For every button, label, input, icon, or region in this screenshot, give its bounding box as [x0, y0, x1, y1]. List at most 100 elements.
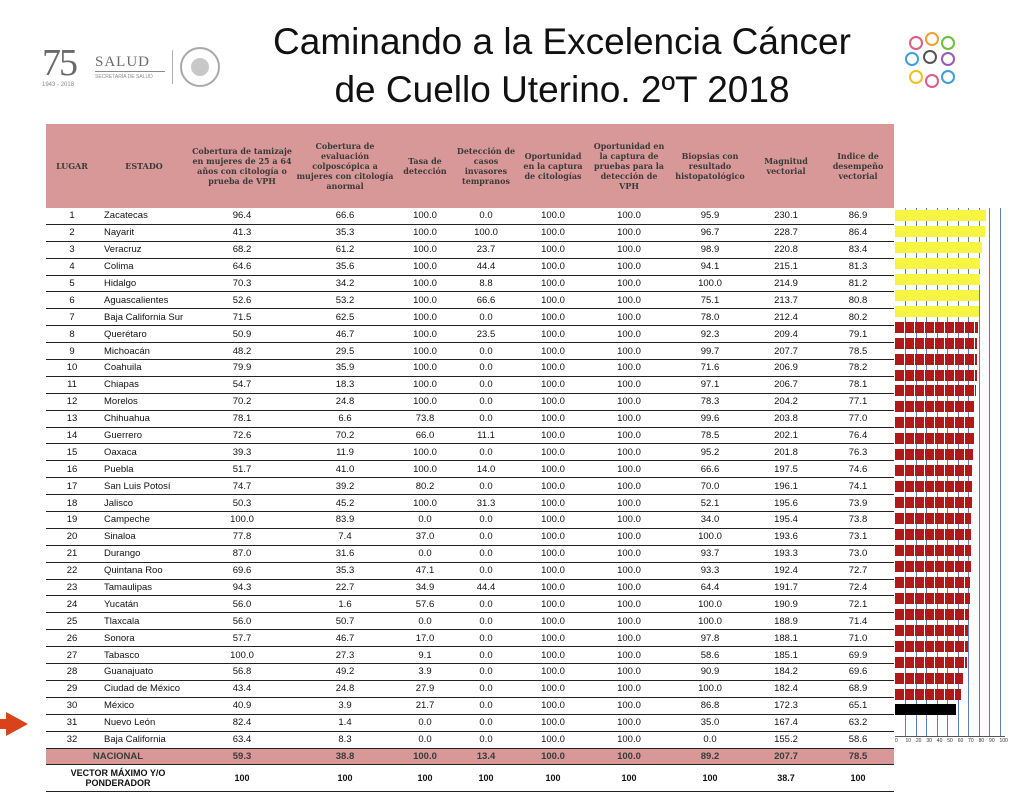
- table-cell: 81.2: [822, 275, 894, 293]
- state-name: San Luis Potosí: [98, 477, 190, 496]
- table-cell: 41.0: [294, 460, 396, 479]
- state-name: Morelos: [98, 393, 190, 411]
- table-cell: 72.7: [822, 562, 894, 580]
- index-bar: [895, 257, 980, 269]
- table-cell: 182.4: [750, 680, 822, 698]
- table-cell: 100.0: [518, 697, 588, 715]
- table-cell: 66.6: [294, 208, 396, 225]
- table-cell: 100.0: [518, 393, 588, 411]
- table-cell: 100.0: [518, 291, 588, 310]
- table-row: 22 Quintana Roo 69.6 35.3 47.1 0.0 100.0 100.0 9…: [46, 562, 894, 580]
- table-cell: 34.9: [396, 579, 454, 597]
- rank-cell: 14: [46, 427, 98, 445]
- table-cell: 100.0: [588, 528, 670, 546]
- table-cell: 100.0: [396, 342, 454, 361]
- table-cell: 86.8: [670, 697, 750, 715]
- table-cell: 1.4: [294, 714, 396, 732]
- table-cell: 93.7: [670, 545, 750, 563]
- table-cell: 190.9: [750, 595, 822, 614]
- table-row: 17 San Luis Potosí 74.7 39.2 80.2 0.0 100.0 100…: [46, 477, 894, 496]
- table-cell: 207.7: [750, 748, 822, 765]
- table-cell: 52.1: [670, 494, 750, 513]
- table-cell: 0.0: [454, 680, 518, 698]
- table-cell: 27.3: [294, 646, 396, 665]
- bar-gridline: [989, 208, 991, 736]
- table-cell: 100.0: [518, 359, 588, 377]
- table-cell: 68.2: [190, 241, 294, 259]
- table-cell: 73.1: [822, 528, 894, 546]
- table-cell: 74.1: [822, 477, 894, 496]
- table-cell: 35.3: [294, 562, 396, 580]
- table-cell: 100.0: [396, 325, 454, 344]
- table-cell: 70.3: [190, 275, 294, 293]
- nacional-label: NACIONAL: [46, 748, 190, 765]
- table-cell: 11.9: [294, 443, 396, 462]
- table-cell: 100.0: [588, 680, 670, 698]
- rank-cell: 4: [46, 258, 98, 276]
- table-cell: 80.8: [822, 291, 894, 310]
- table-cell: 184.2: [750, 663, 822, 681]
- rank-cell: 23: [46, 579, 98, 597]
- table-cell: 77.0: [822, 410, 894, 428]
- table-cell: 0.0: [454, 545, 518, 563]
- index-bar: [895, 608, 970, 620]
- table-cell: 100.0: [190, 646, 294, 665]
- salud-logo-subtext: SECRETARÍA DE SALUD: [95, 74, 153, 80]
- table-cell: 35.0: [670, 714, 750, 732]
- table-row: 1 Zacatecas 96.4 66.6 100.0 0.0 100.0 100.0 95.9…: [46, 208, 894, 225]
- table-row: 28 Guanajuato 56.8 49.2 3.9 0.0 100.0 100.0 90.9…: [46, 663, 894, 681]
- table-row: 21 Durango 87.0 31.6 0.0 0.0 100.0 100.0 93.7 193…: [46, 545, 894, 563]
- table-cell: 100.0: [518, 714, 588, 732]
- table-cell: 56.0: [190, 612, 294, 631]
- table-row: 19 Campeche 100.0 83.9 0.0 0.0 100.0 100.0 34.0 1…: [46, 511, 894, 529]
- table-cell: 6.6: [294, 410, 396, 428]
- table-row: 13 Chihuahua 78.1 6.6 73.8 0.0 100.0 100.0 99.6 2…: [46, 410, 894, 428]
- table-cell: 44.4: [454, 258, 518, 276]
- table-cell: 73.8: [396, 410, 454, 428]
- table-cell: 40.9: [190, 697, 294, 715]
- title-line-1: Caminando a la Excelencia Cáncer: [273, 21, 851, 62]
- vector-label: VECTOR MÁXIMO Y/O PONDERADOR: [46, 764, 190, 792]
- axis-tick-label: 40: [936, 738, 943, 744]
- table-cell: 24.8: [294, 393, 396, 411]
- bar-gridline: [978, 208, 980, 736]
- rank-cell: 18: [46, 494, 98, 513]
- table-cell: 22.7: [294, 579, 396, 597]
- table-cell: 0.0: [454, 646, 518, 665]
- table-cell: 78.1: [190, 410, 294, 428]
- table-cell: 0.0: [396, 612, 454, 631]
- rank-cell: 22: [46, 562, 98, 580]
- table-cell: 92.3: [670, 325, 750, 344]
- table-cell: 100.0: [518, 511, 588, 529]
- table-cell: 0.0: [454, 731, 518, 749]
- table-cell: 0.0: [454, 714, 518, 732]
- table-cell: 66.6: [670, 460, 750, 479]
- table-cell: 202.1: [750, 427, 822, 445]
- table-cell: 220.8: [750, 241, 822, 259]
- table-row: 31 Nuevo León 82.4 1.4 0.0 0.0 100.0 100.0 35.0 1…: [46, 714, 894, 732]
- index-bar: [895, 433, 975, 445]
- table-cell: 18.3: [294, 376, 396, 394]
- table-cell: 0.0: [670, 731, 750, 749]
- table-cell: 0.0: [396, 731, 454, 749]
- table-cell: 195.6: [750, 494, 822, 513]
- table-cell: 172.3: [750, 697, 822, 715]
- table-cell: 57.6: [396, 595, 454, 614]
- performance-table: LUGAR ESTADO Cobertura de tamizaje en mu…: [46, 124, 894, 792]
- table-cell: 100.0: [396, 241, 454, 259]
- table-cell: 71.4: [822, 612, 894, 631]
- table-cell: 35.6: [294, 258, 396, 276]
- rank-cell: 30: [46, 697, 98, 715]
- salud-logo-text: SALUD: [95, 54, 165, 72]
- table-cell: 71.0: [822, 629, 894, 648]
- index-bar: [895, 592, 970, 604]
- table-row: 14 Guerrero 72.6 70.2 66.0 11.1 100.0 100.0 78.5…: [46, 427, 894, 445]
- rank-cell: 11: [46, 376, 98, 394]
- table-cell: 80.2: [396, 477, 454, 496]
- table-cell: 100.0: [588, 511, 670, 529]
- table-cell: 70.2: [190, 393, 294, 411]
- index-bar: [895, 225, 986, 237]
- title-line-2: de Cuello Uterino. 2ºT 2018: [334, 69, 790, 110]
- table-cell: 100.0: [396, 208, 454, 225]
- table-cell: 57.7: [190, 629, 294, 648]
